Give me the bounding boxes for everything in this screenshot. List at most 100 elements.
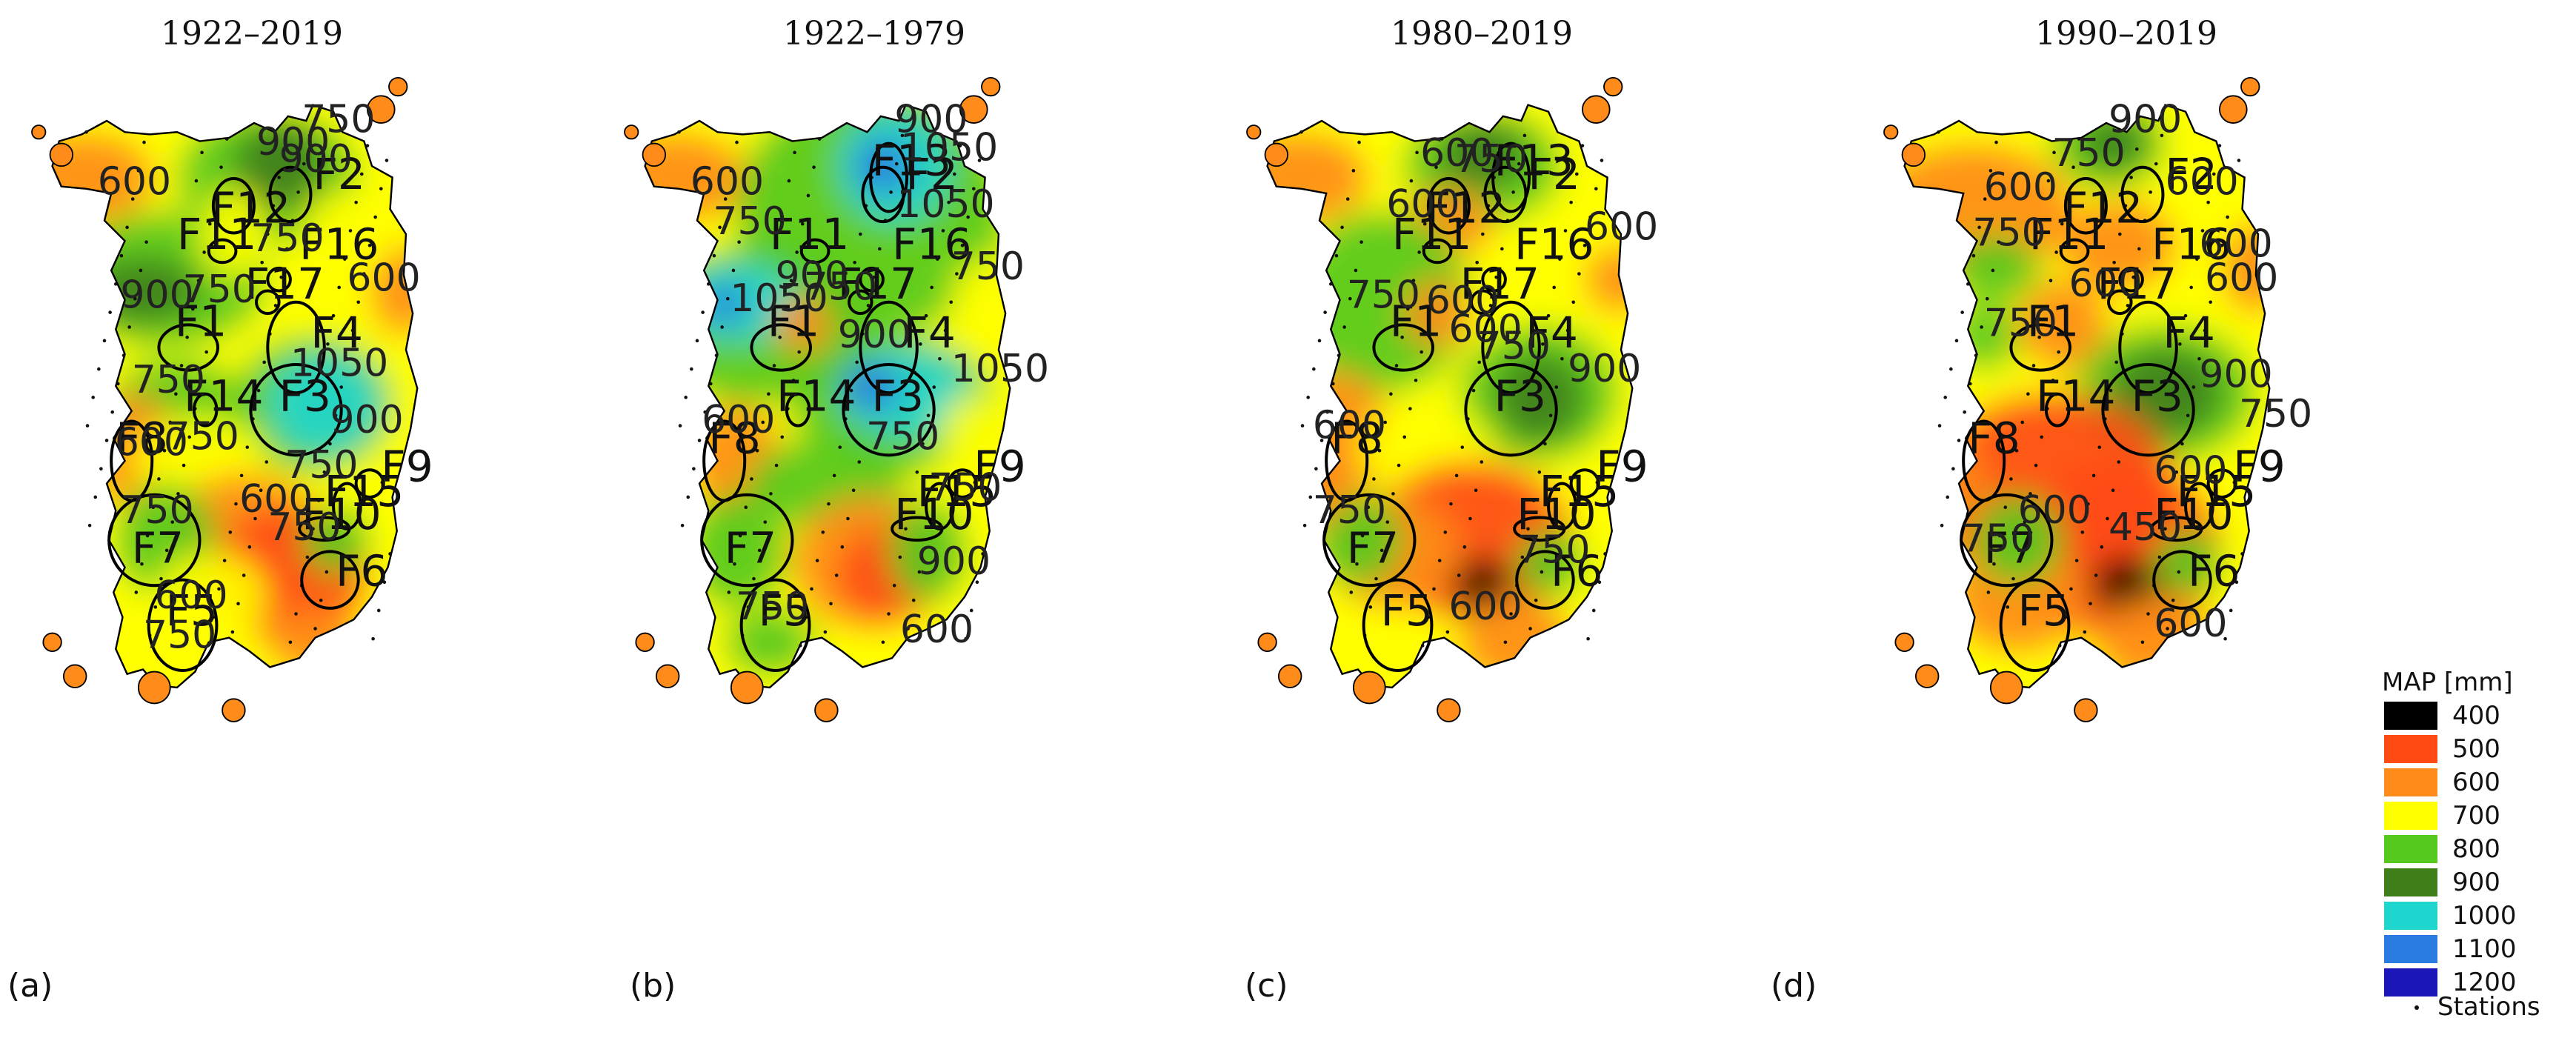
contour-label: 600 [1585, 205, 1658, 250]
station-dot [780, 435, 785, 439]
station-dot [872, 275, 876, 279]
station-dot [264, 460, 269, 464]
station-dot [196, 279, 201, 283]
islet [222, 698, 246, 722]
station-dot [142, 140, 146, 144]
station-dot [1986, 590, 1991, 594]
station-dot [359, 172, 364, 176]
station-dot [256, 388, 261, 393]
station-dot [1974, 353, 1978, 358]
station-dot [767, 392, 771, 396]
station-dot [1494, 275, 1498, 279]
forest-label: F11 [770, 209, 849, 259]
contour-label: 1050 [730, 276, 828, 321]
forest-boundary-f5 [147, 578, 219, 673]
station-dot [1983, 197, 1987, 201]
station-dot [140, 562, 144, 566]
station-dot [810, 587, 813, 591]
forest-boundary-f17 [848, 289, 873, 316]
forest-boundary-f6 [300, 550, 360, 610]
station-dot [2051, 379, 2055, 382]
forest-label: F9 [974, 442, 1025, 492]
islet [1582, 95, 1611, 124]
station-dot [761, 420, 765, 425]
forest-boundary-f16 [859, 266, 885, 293]
station-dot [1426, 615, 1431, 619]
contour-label: 750 [183, 267, 256, 312]
station-dot [1449, 502, 1453, 506]
station-dot [217, 587, 221, 591]
station-dot [804, 615, 808, 619]
station-dot [1462, 545, 1467, 549]
station-dot [373, 215, 377, 219]
station-dot [1526, 527, 1530, 531]
station-dot [706, 282, 710, 286]
station-dot [1359, 240, 1363, 244]
forest-boundary-f12 [211, 177, 256, 235]
station-dot [731, 268, 736, 273]
station-dot [99, 467, 103, 471]
forest-label: F12 [211, 183, 290, 233]
station-dot [2097, 445, 2102, 449]
station-dot [2171, 598, 2175, 602]
contour-label: 750 [143, 613, 216, 657]
mean-annual-precipitation-zone [724, 608, 816, 676]
legend-label: 600 [2452, 768, 2500, 797]
station-dot [1306, 396, 1310, 399]
station-dot [919, 342, 922, 346]
forest-label: F17 [2097, 259, 2177, 309]
station-dot [979, 452, 982, 456]
station-dot [723, 197, 728, 201]
station-dot [750, 477, 753, 481]
station-dot [127, 325, 131, 329]
station-dot [1552, 285, 1556, 290]
station-dot [273, 304, 278, 307]
forest-label: F16 [892, 219, 971, 270]
station-dot [1988, 169, 1993, 173]
station-dot [113, 282, 118, 286]
forest-boundary-f15 [332, 482, 362, 530]
forest-boundary-f12 [1426, 177, 1471, 235]
station-dot [2186, 413, 2190, 418]
station-dot [1520, 555, 1525, 559]
contour-label: 1050 [951, 347, 1049, 391]
contour-label: 750 [302, 97, 375, 142]
station-dot [947, 200, 951, 204]
forest-label: F3 [1494, 371, 1546, 422]
forest-boundary-f17 [255, 289, 281, 316]
contour-label: 1050 [900, 126, 998, 170]
station-dot [182, 463, 186, 468]
station-dot [709, 382, 713, 386]
station-dot [714, 353, 719, 358]
station-dot [2140, 640, 2145, 645]
station-dot [2106, 516, 2109, 521]
mean-annual-precipitation-zone [233, 121, 325, 212]
station-dot [2009, 477, 2013, 481]
station-dot [1319, 439, 1324, 442]
station-dot [1537, 470, 1542, 474]
station-dot [1558, 257, 1562, 261]
legend-swatch [2384, 968, 2437, 997]
station-dot [2166, 627, 2169, 631]
contour-label: 750 [951, 244, 1025, 289]
forest-label: F7 [132, 523, 184, 573]
islet [2240, 76, 2260, 97]
station-dot [204, 350, 208, 354]
station-dot [2197, 357, 2201, 361]
station-dot [379, 187, 383, 191]
station-dot [296, 190, 300, 194]
station-dot [1565, 328, 1570, 333]
station-dot [1991, 268, 1995, 273]
station-dot [2157, 555, 2162, 559]
forest-label: F7 [725, 523, 776, 573]
forest-label: F1 [1390, 296, 1442, 347]
station-dot [1374, 576, 1378, 581]
station-dot [692, 467, 696, 471]
station-dot [2178, 342, 2182, 346]
station-dot [1408, 407, 1412, 410]
mean-annual-precipitation-zone [302, 188, 393, 280]
forest-boundary-f11 [2059, 238, 2090, 264]
station-dot [187, 435, 192, 439]
